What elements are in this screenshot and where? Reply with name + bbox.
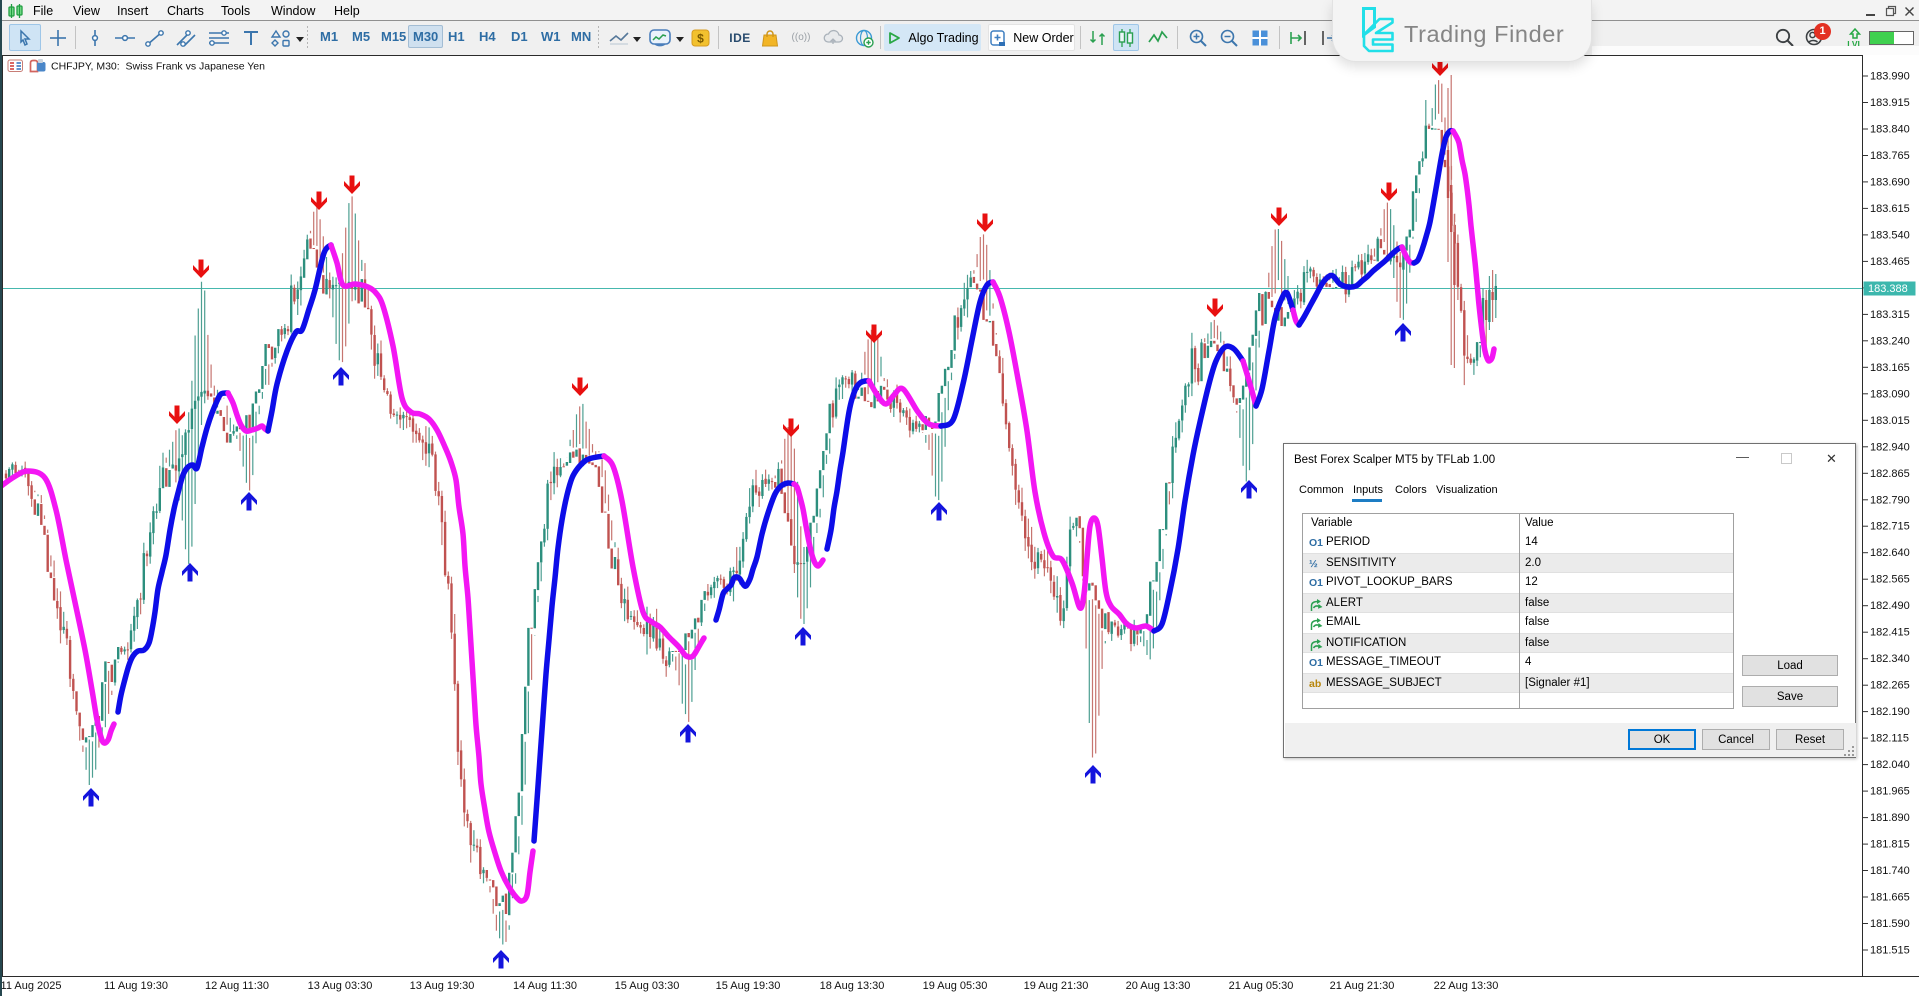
- svg-text:13 Aug 03:30: 13 Aug 03:30: [308, 980, 373, 992]
- svg-text:11 Aug 19:30: 11 Aug 19:30: [104, 980, 168, 992]
- svg-text:182.940: 182.940: [1870, 441, 1910, 453]
- svg-text:13 Aug 19:30: 13 Aug 19:30: [410, 980, 475, 992]
- svg-text:19 Aug 05:30: 19 Aug 05:30: [923, 980, 988, 992]
- svg-text:181.515: 181.515: [1870, 945, 1910, 957]
- svg-text:$: $: [697, 31, 704, 45]
- svg-text:18 Aug 13:30: 18 Aug 13:30: [820, 980, 885, 992]
- svg-text:183.690: 183.690: [1870, 176, 1910, 188]
- svg-text:182.190: 182.190: [1870, 706, 1910, 718]
- svg-text:181.665: 181.665: [1870, 892, 1910, 904]
- svg-text:181.890: 181.890: [1870, 812, 1910, 824]
- svg-text:183.315: 183.315: [1870, 309, 1910, 321]
- svg-text:183.915: 183.915: [1870, 97, 1910, 109]
- svg-text:183.765: 183.765: [1870, 150, 1910, 162]
- svg-text:12 Aug 11:30: 12 Aug 11:30: [205, 980, 269, 992]
- svg-text:21 Aug 05:30: 21 Aug 05:30: [1229, 980, 1294, 992]
- svg-text:181.740: 181.740: [1870, 865, 1910, 877]
- svg-text:183.240: 183.240: [1870, 335, 1910, 347]
- svg-text:182.715: 182.715: [1870, 521, 1910, 533]
- svg-text:182.565: 182.565: [1870, 574, 1910, 586]
- svg-text:181.590: 181.590: [1870, 918, 1910, 930]
- svg-text:21 Aug 21:30: 21 Aug 21:30: [1330, 980, 1395, 992]
- svg-text:183.840: 183.840: [1870, 124, 1910, 136]
- svg-text:183.540: 183.540: [1870, 229, 1910, 241]
- svg-text:182.415: 182.415: [1870, 627, 1910, 639]
- svg-text:15 Aug 19:30: 15 Aug 19:30: [716, 980, 781, 992]
- svg-text:183.615: 183.615: [1870, 203, 1910, 215]
- svg-text:182.865: 182.865: [1870, 468, 1910, 480]
- svg-text:181.815: 181.815: [1870, 839, 1910, 851]
- svg-text:183.090: 183.090: [1870, 388, 1910, 400]
- svg-text:20 Aug 13:30: 20 Aug 13:30: [1126, 980, 1191, 992]
- svg-text:183.465: 183.465: [1870, 256, 1910, 268]
- svg-text:182.490: 182.490: [1870, 600, 1910, 612]
- svg-text:182.790: 182.790: [1870, 494, 1910, 506]
- svg-text:182.340: 182.340: [1870, 653, 1910, 665]
- svg-text:22 Aug 13:30: 22 Aug 13:30: [1434, 980, 1499, 992]
- svg-text:183.388: 183.388: [1868, 283, 1908, 295]
- svg-text:LVL: LVL: [1847, 39, 1862, 49]
- svg-text:182.265: 182.265: [1870, 680, 1910, 692]
- svg-text:CHFJPY, M30: Swiss Frank vs J: CHFJPY, M30: Swiss Frank vs Japanese Yen: [51, 61, 265, 73]
- svg-text:183.990: 183.990: [1870, 71, 1910, 83]
- svg-text:14 Aug 11:30: 14 Aug 11:30: [513, 980, 577, 992]
- svg-text:15 Aug 03:30: 15 Aug 03:30: [615, 980, 680, 992]
- svg-text:183.165: 183.165: [1870, 362, 1910, 374]
- svg-text:182.640: 182.640: [1870, 547, 1910, 559]
- svg-text:182.115: 182.115: [1870, 733, 1909, 745]
- svg-text:181.965: 181.965: [1870, 786, 1910, 798]
- svg-text:19 Aug 21:30: 19 Aug 21:30: [1024, 980, 1089, 992]
- svg-text:11 Aug 2025: 11 Aug 2025: [1, 980, 62, 992]
- svg-text:182.040: 182.040: [1870, 759, 1910, 771]
- svg-text:183.015: 183.015: [1870, 415, 1910, 427]
